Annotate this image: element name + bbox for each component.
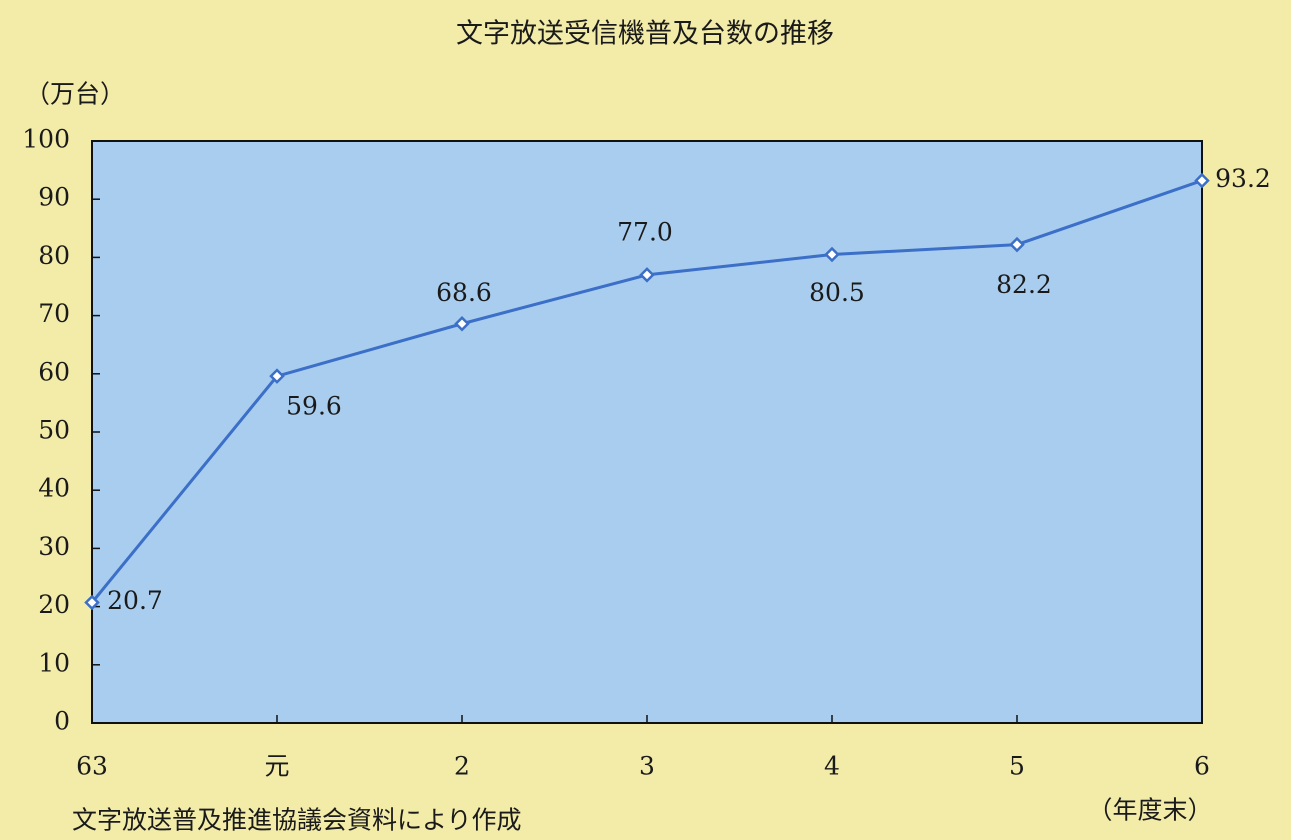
y-tick-label: 70 [38, 299, 70, 328]
data-label: 59.6 [286, 392, 342, 421]
data-point [269, 368, 285, 384]
y-tick-label: 100 [22, 125, 70, 154]
x-axis-label: （年度末） [1087, 796, 1212, 825]
data-label: 80.5 [809, 278, 865, 307]
y-tick-label: 90 [38, 183, 70, 212]
x-tick-label: 5 [1009, 752, 1025, 781]
data-label: 82.2 [996, 270, 1052, 299]
y-tick-label: 60 [38, 357, 70, 386]
data-point [824, 246, 840, 263]
data-point [454, 315, 470, 332]
data-point [1009, 236, 1025, 253]
y-tick-label: 10 [38, 648, 70, 677]
x-tick-label: 元 [264, 752, 289, 781]
data-label: 68.6 [436, 278, 492, 307]
data-point [639, 267, 655, 283]
y-tick-label: 30 [38, 532, 70, 561]
x-tick-label: 4 [824, 752, 840, 781]
data-label: 93.2 [1215, 164, 1271, 193]
data-point [84, 594, 100, 611]
x-tick-label: 63 [76, 752, 108, 781]
y-tick-label: 80 [38, 241, 70, 270]
data-label: 77.0 [617, 217, 673, 246]
x-tick-label: 6 [1194, 752, 1210, 781]
x-tick-label: 3 [639, 752, 655, 781]
y-axis-label: （万台） [25, 80, 125, 109]
data-point [1194, 172, 1210, 189]
y-tick-label: 40 [38, 474, 70, 503]
source-note: 文字放送普及推進協議会資料により作成 [72, 806, 522, 835]
x-tick-label: 2 [454, 752, 470, 781]
data-label: 20.7 [107, 586, 163, 615]
y-tick-label: 50 [38, 416, 70, 445]
y-tick-label: 0 [54, 707, 70, 736]
chart-title: 文字放送受信機普及台数の推移 [456, 19, 834, 50]
y-tick-label: 20 [38, 590, 70, 619]
